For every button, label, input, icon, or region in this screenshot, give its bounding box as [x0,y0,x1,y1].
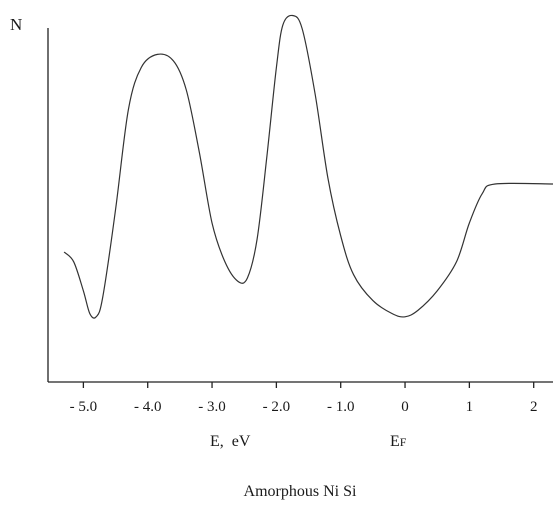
x-tick-label: - 5.0 [70,399,98,415]
x-tick-label: - 3.0 [198,399,226,415]
fermi-level-label: EF [390,433,407,450]
x-tick-label: 2 [530,399,538,415]
x-tick-label: - 4.0 [134,399,162,415]
x-tick-label: - 2.0 [263,399,291,415]
y-axis-label: N [10,15,22,34]
x-tick-label: 1 [466,399,474,415]
fermi-level-subscript: F [400,435,407,449]
x-tick-label: 0 [401,399,409,415]
x-axis-label: E, eV [210,433,251,450]
x-tick-group: - 5.0 - 4.0 - 3.0 - 2.0 - 1.0 0 1 2 [70,382,538,415]
dos-curve [63,14,553,319]
fermi-level-main: E [390,433,400,450]
x-tick-label: - 1.0 [327,399,355,415]
chart-caption: Amorphous Ni Si [244,483,357,500]
